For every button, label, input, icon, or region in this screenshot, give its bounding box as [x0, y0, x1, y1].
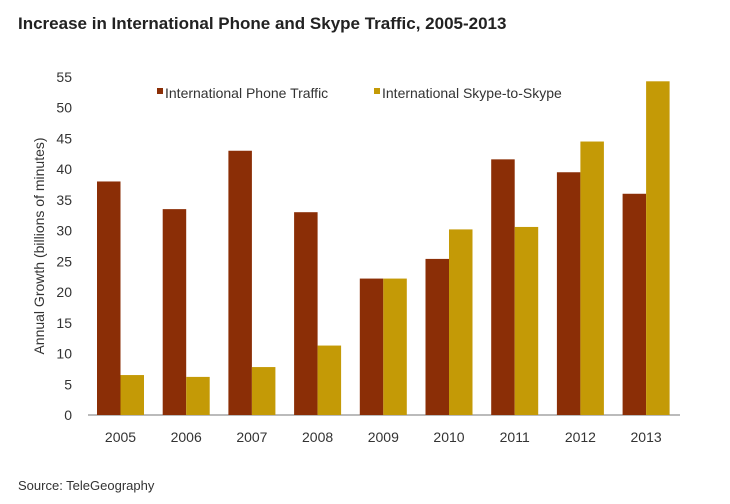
bar-international-skype-to-skype-2009	[383, 278, 407, 415]
x-tick-label: 2012	[565, 429, 596, 445]
y-tick-label: 35	[56, 192, 72, 208]
legend-label: International Skype-to-Skype	[382, 85, 562, 101]
bar-international-skype-to-skype-2012	[580, 141, 604, 415]
x-tick-label: 2009	[368, 429, 399, 445]
y-tick-label: 45	[56, 130, 72, 146]
bar-international-skype-to-skype-2008	[317, 345, 342, 415]
bar-international-phone-traffic-2013	[622, 193, 647, 415]
legend-swatch	[157, 88, 163, 94]
x-tick-label: 2013	[631, 429, 662, 445]
bar-international-phone-traffic-2005	[97, 181, 121, 415]
y-tick-label: 25	[56, 253, 72, 269]
x-tick-label: 2006	[171, 429, 202, 445]
bar-international-skype-to-skype-2013	[646, 81, 670, 415]
bar-international-phone-traffic-2010	[425, 258, 449, 415]
legend-swatch	[374, 88, 380, 94]
bar-international-phone-traffic-2011	[491, 159, 515, 415]
y-tick-label: 20	[56, 284, 72, 300]
y-tick-label: 10	[56, 346, 72, 362]
chart-title: Increase in International Phone and Skyp…	[18, 14, 507, 33]
x-tick-label: 2008	[302, 429, 333, 445]
source-note: Source: TeleGeography	[18, 478, 155, 493]
bar-international-phone-traffic-2006	[162, 209, 187, 415]
y-tick-label: 0	[64, 407, 72, 423]
x-tick-label: 2007	[236, 429, 267, 445]
bar-international-skype-to-skype-2011	[514, 226, 539, 415]
y-tick-label: 5	[64, 376, 72, 392]
bar-international-phone-traffic-2012	[556, 172, 581, 415]
bar-international-skype-to-skype-2005	[120, 375, 144, 415]
y-axis-label: Annual Growth (billions of minutes)	[31, 137, 47, 354]
y-tick-label: 55	[56, 69, 72, 85]
y-tick-label: 15	[56, 315, 72, 331]
bar-international-skype-to-skype-2010	[449, 229, 473, 415]
x-tick-label: 2011	[500, 429, 530, 445]
y-tick-label: 50	[56, 100, 72, 116]
bar-international-skype-to-skype-2007	[251, 367, 276, 415]
bar-international-phone-traffic-2007	[228, 150, 252, 415]
bar-international-phone-traffic-2008	[294, 212, 318, 415]
bar-international-skype-to-skype-2006	[186, 376, 210, 415]
y-tick-label: 40	[56, 161, 72, 177]
x-tick-label: 2005	[105, 429, 136, 445]
legend-label: International Phone Traffic	[165, 85, 328, 101]
y-tick-label: 30	[56, 223, 72, 239]
x-tick-label: 2010	[433, 429, 464, 445]
bar-international-phone-traffic-2009	[359, 278, 384, 415]
